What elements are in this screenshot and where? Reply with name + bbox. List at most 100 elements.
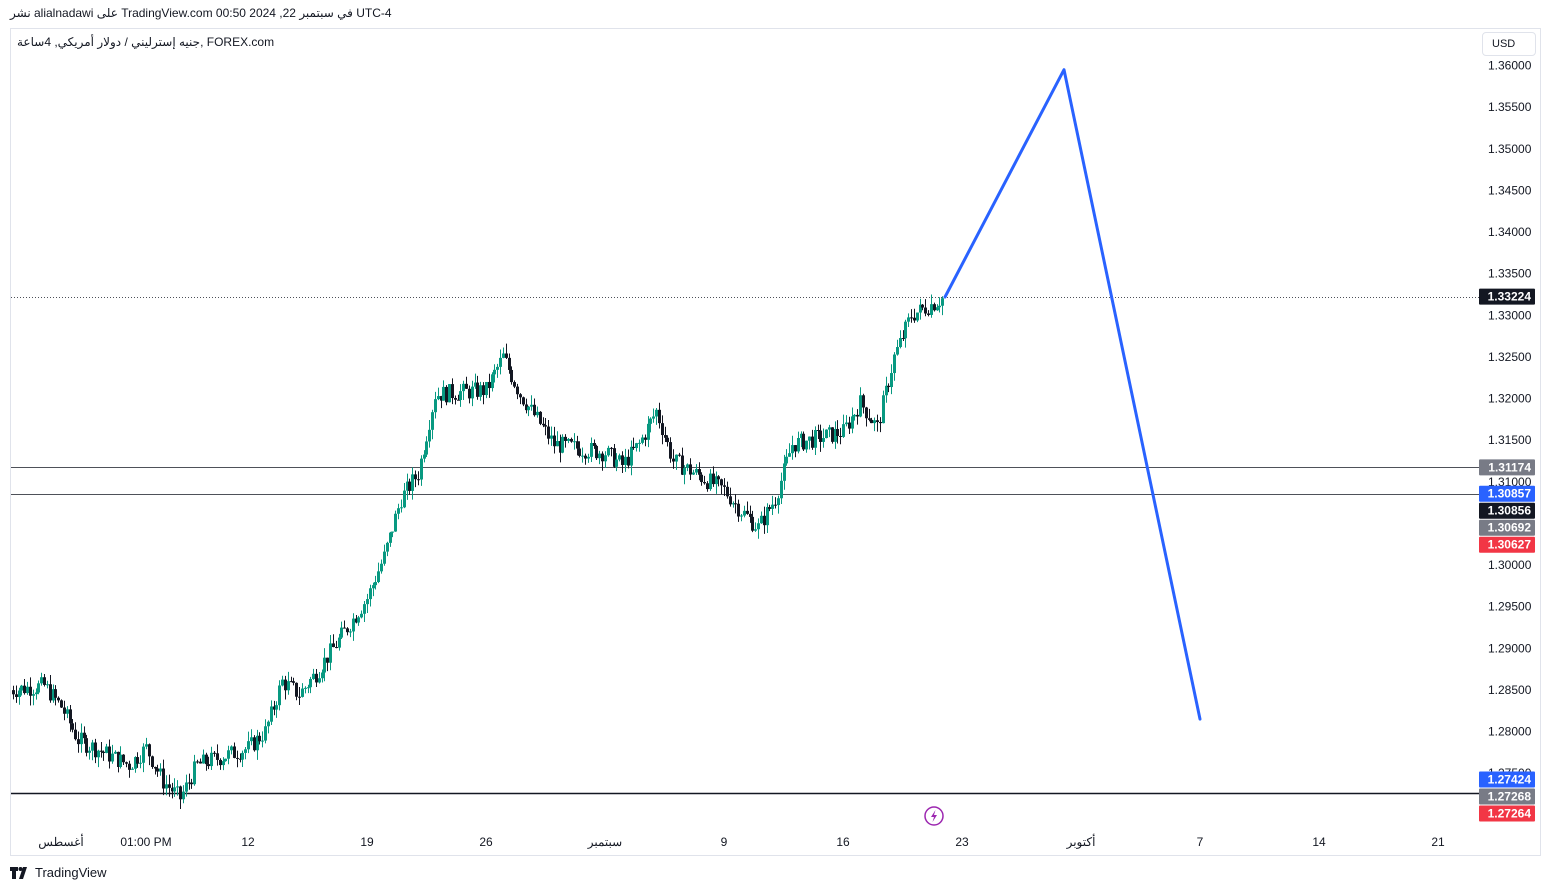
candle-body: [253, 737, 256, 751]
candle-body: [703, 482, 706, 484]
candle-body: [581, 455, 584, 457]
candle-body: [505, 353, 508, 358]
candle-body: [374, 582, 377, 586]
candle-body: [471, 386, 474, 399]
candle-body: [100, 750, 103, 752]
candle-body: [791, 445, 794, 454]
candle-body: [740, 515, 743, 517]
candle-body: [202, 754, 205, 764]
candle-body: [749, 513, 752, 517]
candle-body: [403, 490, 406, 508]
candle-body: [224, 758, 227, 762]
candle-body: [547, 426, 550, 439]
candle-body: [496, 366, 499, 370]
candle-body: [445, 386, 448, 403]
price-axis-badge: [1479, 485, 1535, 502]
candle-body: [74, 729, 77, 740]
candle-body: [870, 419, 873, 424]
candle-body: [380, 563, 383, 572]
candle-body: [817, 430, 820, 432]
candle-body: [717, 476, 720, 480]
candle-body: [669, 442, 672, 459]
candle-body: [842, 424, 845, 437]
candle-body: [868, 418, 871, 420]
candle-body: [556, 441, 559, 447]
price-axis-badge-label: 1.33224: [1488, 290, 1532, 304]
candle-body: [207, 764, 210, 767]
candle-body: [256, 735, 259, 751]
candle-body: [417, 479, 420, 481]
y-axis-tick-label: 1.36000: [1488, 59, 1532, 73]
candle-body: [910, 317, 913, 319]
y-axis-tick-label: 1.29000: [1488, 641, 1532, 655]
candle-body: [168, 784, 171, 788]
candle-body: [20, 685, 23, 691]
candle-body: [119, 754, 122, 767]
candle-body: [71, 723, 74, 730]
candle-body: [712, 473, 715, 485]
candle-body: [553, 435, 556, 447]
candle-body: [102, 751, 105, 753]
candle-body: [828, 427, 831, 430]
x-axis-tick-label: أكتوبر: [1066, 834, 1096, 849]
candle-body: [516, 386, 519, 395]
candle-body: [188, 782, 191, 784]
candle-body: [649, 418, 652, 424]
candle-body: [831, 427, 834, 442]
projection-line: [943, 68, 1202, 721]
tradingview-logo[interactable]: TradingView: [10, 865, 107, 880]
candle-body: [715, 476, 718, 485]
candle-body: [105, 746, 108, 753]
candle-body: [108, 746, 111, 762]
candle-body: [88, 750, 91, 753]
brand-name: TradingView: [35, 865, 107, 880]
candle-body: [726, 486, 729, 497]
candle-body: [97, 750, 100, 758]
candle-body: [139, 762, 142, 764]
candle-body: [647, 423, 650, 440]
candle-body: [210, 752, 213, 767]
candle-body: [406, 481, 409, 491]
candle-body: [465, 383, 468, 389]
candle-body: [859, 395, 862, 417]
candle-body: [527, 406, 530, 411]
candle-body: [343, 627, 346, 629]
symbol-legend[interactable]: جنيه إسترليني / دولار أمريكي, 4ساعة, FOR…: [17, 35, 275, 49]
x-axis-tick-label: 26: [479, 835, 493, 849]
candle-body: [185, 782, 188, 792]
price-axis-badge: [1479, 459, 1535, 476]
candle-body: [63, 707, 66, 714]
candle-body: [54, 689, 57, 698]
candle-body: [462, 383, 465, 392]
candle-body: [434, 399, 437, 413]
candle-body: [298, 696, 301, 698]
candle-body: [780, 480, 783, 499]
y-axis-tick-label: 1.35000: [1488, 142, 1532, 156]
candle-body: [111, 753, 114, 762]
candle-body: [757, 523, 760, 530]
chart-pane[interactable]: [10, 28, 1541, 856]
candle-body: [933, 304, 936, 311]
candle-body: [698, 469, 701, 475]
y-axis-tick-label: 1.33500: [1488, 267, 1532, 281]
candle-body: [644, 437, 647, 440]
candle-body: [610, 447, 613, 449]
candle-body: [595, 445, 598, 459]
candle-body: [165, 784, 168, 789]
candle-body: [40, 677, 43, 684]
currency-button[interactable]: USD: [1482, 32, 1536, 56]
candle-body: [273, 706, 276, 710]
y-axis-tick-label: 1.31000: [1488, 475, 1532, 489]
candle-body: [52, 689, 55, 701]
candle-body: [386, 542, 389, 552]
candle-body: [567, 438, 570, 441]
price-axis-badge-label: 1.27424: [1488, 773, 1532, 787]
candle-body: [176, 786, 179, 788]
candle-body: [732, 503, 735, 505]
candle-body: [182, 791, 185, 800]
candle-body: [522, 397, 525, 405]
candle-body: [457, 399, 460, 401]
candle-body: [737, 503, 740, 517]
publish-info: نشر alialnadawi على TradingView.com 00:5…: [10, 6, 392, 20]
